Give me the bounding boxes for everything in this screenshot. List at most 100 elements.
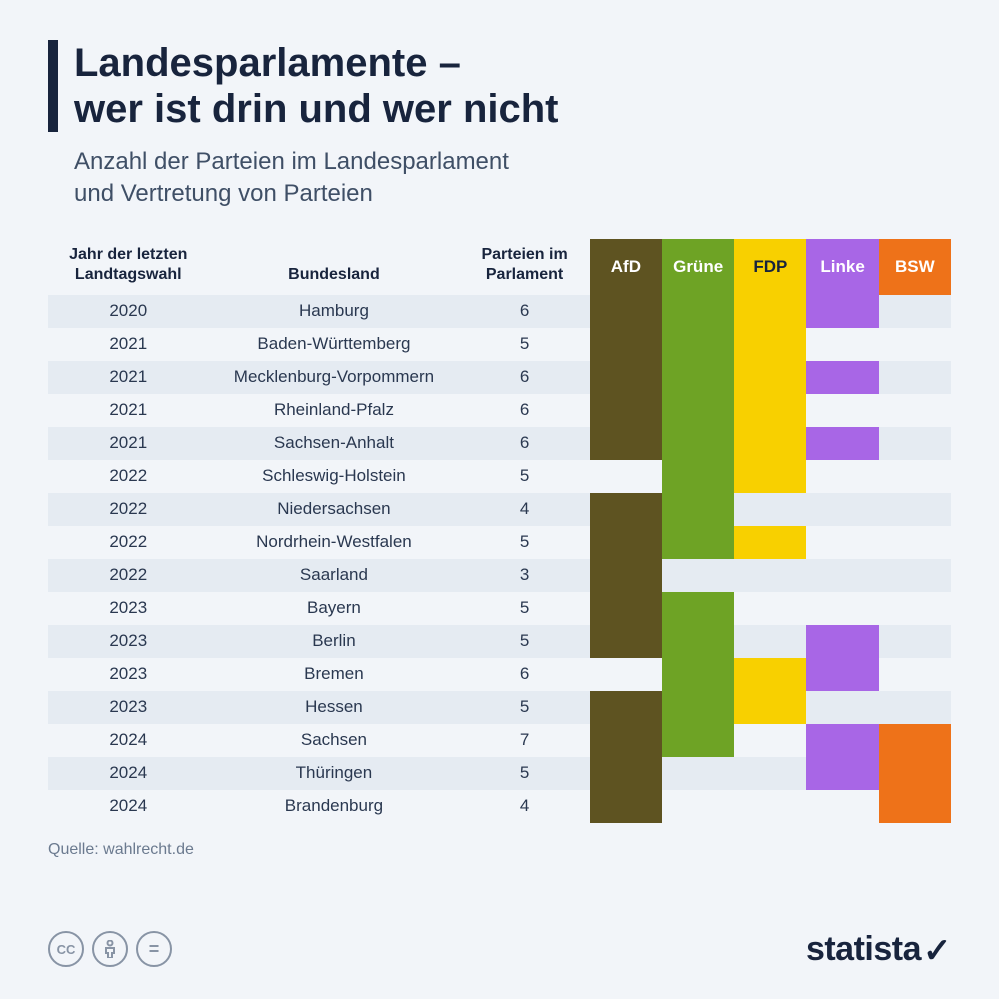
cell-party-bsw: [879, 790, 951, 823]
table-row: 2022Nordrhein-Westfalen5: [48, 526, 951, 559]
table-row: 2021Rheinland-Pfalz6: [48, 394, 951, 427]
table-row: 2024Thüringen5: [48, 757, 951, 790]
cell-party-bsw: [879, 625, 951, 658]
cell-party-linke: [806, 394, 878, 427]
cell-count: 5: [459, 592, 589, 625]
cell-party-fdp: [734, 460, 806, 493]
cell-party-linke: [806, 559, 878, 592]
table-row: 2022Niedersachsen4: [48, 493, 951, 526]
cell-party-bsw: [879, 361, 951, 394]
cell-state: Sachsen: [209, 724, 460, 757]
cell-party-linke: [806, 592, 878, 625]
cell-state: Nordrhein-Westfalen: [209, 526, 460, 559]
cell-party-gruene: [662, 460, 734, 493]
cell-party-afd: [590, 361, 662, 394]
cell-count: 5: [459, 625, 589, 658]
nd-icon: =: [136, 931, 172, 967]
cell-count: 7: [459, 724, 589, 757]
cell-party-linke: [806, 526, 878, 559]
cell-party-afd: [590, 658, 662, 691]
cell-party-afd: [590, 691, 662, 724]
cell-party-linke: [806, 757, 878, 790]
parliament-table: Jahr der letztenLandtagswahlBundeslandPa…: [48, 239, 951, 823]
cell-party-fdp: [734, 361, 806, 394]
cell-party-bsw: [879, 691, 951, 724]
cell-party-afd: [590, 394, 662, 427]
cell-party-gruene: [662, 691, 734, 724]
cell-party-fdp: [734, 493, 806, 526]
cell-party-gruene: [662, 592, 734, 625]
cell-party-linke: [806, 361, 878, 394]
table-row: 2022Schleswig-Holstein5: [48, 460, 951, 493]
cell-count: 5: [459, 691, 589, 724]
cell-year: 2021: [48, 394, 209, 427]
cell-party-gruene: [662, 493, 734, 526]
cell-state: Bremen: [209, 658, 460, 691]
cell-party-linke: [806, 658, 878, 691]
cell-party-gruene: [662, 427, 734, 460]
col-state: Bundesland: [209, 239, 460, 295]
table-row: 2023Bremen6: [48, 658, 951, 691]
cell-year: 2021: [48, 427, 209, 460]
col-party-fdp: FDP: [734, 239, 806, 295]
cell-year: 2022: [48, 493, 209, 526]
cell-count: 4: [459, 493, 589, 526]
cell-party-afd: [590, 460, 662, 493]
table-row: 2021Mecklenburg-Vorpommern6: [48, 361, 951, 394]
by-icon: [92, 931, 128, 967]
table-row: 2023Berlin5: [48, 625, 951, 658]
cell-party-linke: [806, 625, 878, 658]
cell-party-fdp: [734, 790, 806, 823]
table-row: 2024Sachsen7: [48, 724, 951, 757]
col-party-linke: Linke: [806, 239, 878, 295]
col-year: Jahr der letztenLandtagswahl: [48, 239, 209, 295]
cell-party-gruene: [662, 559, 734, 592]
cell-party-gruene: [662, 724, 734, 757]
cell-year: 2021: [48, 328, 209, 361]
table-row: 2023Bayern5: [48, 592, 951, 625]
cell-party-bsw: [879, 493, 951, 526]
cell-party-gruene: [662, 394, 734, 427]
col-party-gruene: Grüne: [662, 239, 734, 295]
statista-logo: statista✓: [806, 929, 951, 969]
chart-title: Landesparlamente – wer ist drin und wer …: [74, 40, 559, 132]
cell-count: 6: [459, 295, 589, 328]
cell-party-fdp: [734, 592, 806, 625]
cell-party-afd: [590, 625, 662, 658]
cell-state: Hamburg: [209, 295, 460, 328]
cell-party-fdp: [734, 691, 806, 724]
cell-party-afd: [590, 493, 662, 526]
cell-count: 6: [459, 361, 589, 394]
cell-count: 5: [459, 328, 589, 361]
cell-party-fdp: [734, 295, 806, 328]
cell-party-fdp: [734, 526, 806, 559]
chart-subtitle: Anzahl der Parteien im Landesparlament u…: [74, 146, 951, 211]
table-row: 2020Hamburg6: [48, 295, 951, 328]
cell-year: 2024: [48, 790, 209, 823]
cell-party-gruene: [662, 625, 734, 658]
cell-party-bsw: [879, 658, 951, 691]
cell-party-afd: [590, 790, 662, 823]
cell-count: 6: [459, 394, 589, 427]
cell-party-linke: [806, 460, 878, 493]
footer: CC = statista✓: [48, 929, 951, 969]
cell-state: Rheinland-Pfalz: [209, 394, 460, 427]
cell-party-bsw: [879, 460, 951, 493]
cell-party-gruene: [662, 526, 734, 559]
col-count: Parteien imParlament: [459, 239, 589, 295]
cell-party-bsw: [879, 394, 951, 427]
cell-year: 2022: [48, 526, 209, 559]
cell-party-gruene: [662, 658, 734, 691]
cell-party-fdp: [734, 427, 806, 460]
cell-party-afd: [590, 724, 662, 757]
cell-year: 2022: [48, 559, 209, 592]
cell-party-gruene: [662, 361, 734, 394]
cell-state: Baden-Württemberg: [209, 328, 460, 361]
cell-state: Niedersachsen: [209, 493, 460, 526]
table-row: 2021Baden-Württemberg5: [48, 328, 951, 361]
title-block: Landesparlamente – wer ist drin und wer …: [48, 40, 951, 132]
col-party-afd: AfD: [590, 239, 662, 295]
cell-state: Hessen: [209, 691, 460, 724]
license-icons: CC =: [48, 931, 172, 967]
logo-text: statista: [806, 930, 921, 969]
